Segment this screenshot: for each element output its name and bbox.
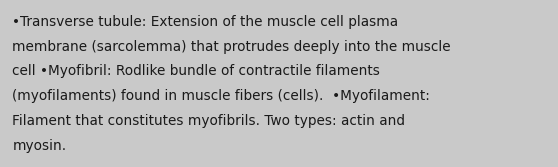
Text: membrane (sarcolemma) that protrudes deeply into the muscle: membrane (sarcolemma) that protrudes dee…	[12, 40, 451, 54]
Text: •Transverse tubule: Extension of the muscle cell plasma: •Transverse tubule: Extension of the mus…	[12, 15, 398, 29]
Text: (myofilaments) found in muscle fibers (cells).  •Myofilament:: (myofilaments) found in muscle fibers (c…	[12, 89, 430, 103]
Text: myosin.: myosin.	[12, 139, 66, 153]
Text: cell •Myofibril: Rodlike bundle of contractile filaments: cell •Myofibril: Rodlike bundle of contr…	[12, 64, 380, 78]
Text: Filament that constitutes myofibrils. Two types: actin and: Filament that constitutes myofibrils. Tw…	[12, 114, 405, 128]
